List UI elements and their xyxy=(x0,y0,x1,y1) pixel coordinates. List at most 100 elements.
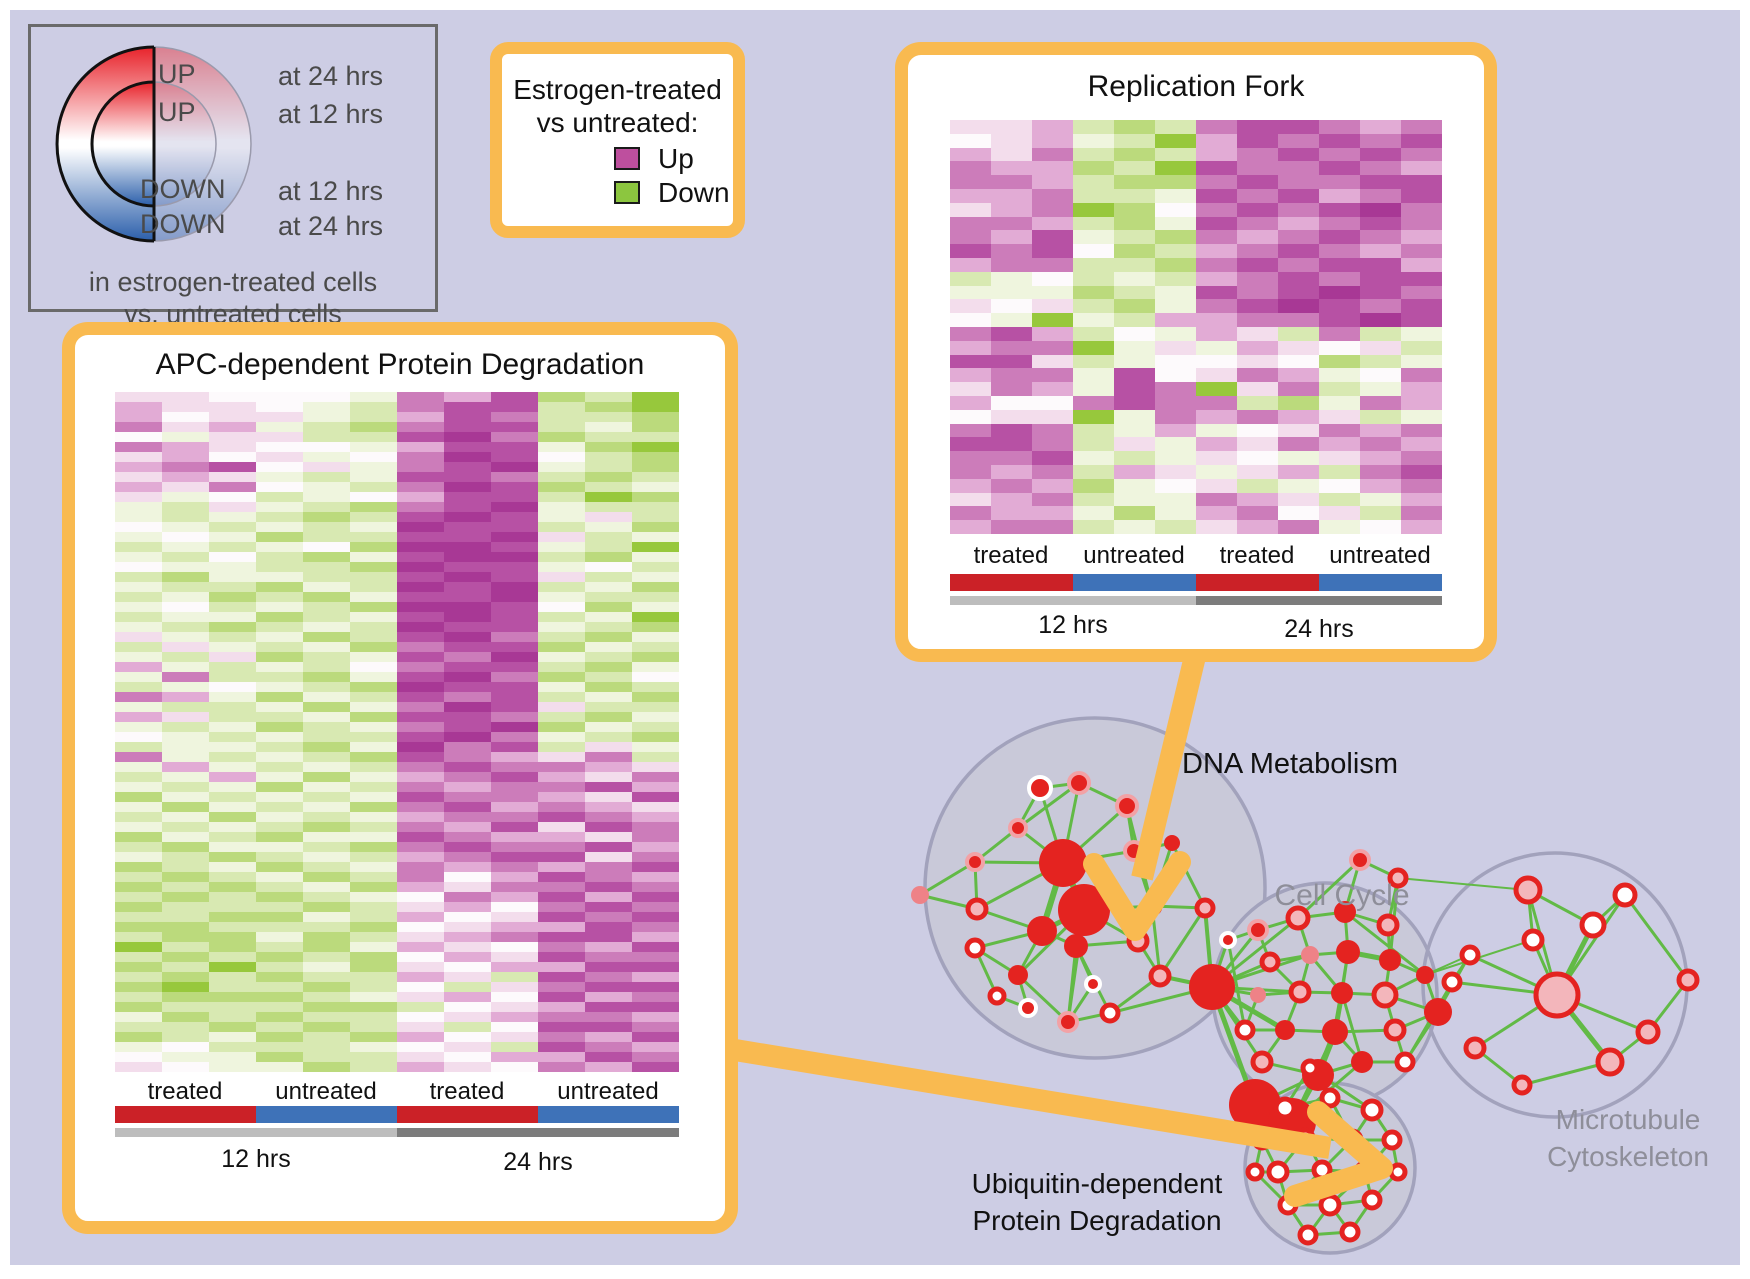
heatmap-cell xyxy=(162,752,209,762)
heatmap-cell xyxy=(397,1052,444,1062)
heatmap-cell xyxy=(397,932,444,942)
heatmap-cell xyxy=(491,942,538,952)
concentric-ring-legend-icon xyxy=(55,45,252,243)
heatmap-cell xyxy=(1237,492,1278,507)
gene-node-c20 xyxy=(1351,1051,1373,1073)
heatmap-cell xyxy=(585,702,632,712)
heatmap-cell xyxy=(1360,368,1401,383)
heatmap-cell xyxy=(1196,257,1237,272)
heatmap-cell xyxy=(444,982,491,992)
heatmap-cell xyxy=(1114,409,1155,424)
heatmap-cell xyxy=(1360,492,1401,507)
heatmap-cell xyxy=(538,392,585,402)
heatmap-cell xyxy=(162,572,209,582)
heatmap-cell xyxy=(991,354,1032,369)
heatmap-cell xyxy=(632,622,679,632)
heatmap-cell xyxy=(209,852,256,862)
heatmap-cell xyxy=(1237,423,1278,438)
heatmap-cell xyxy=(632,852,679,862)
heatmap-row xyxy=(115,772,679,782)
heatmap-cell xyxy=(397,852,444,862)
heatmap-cell xyxy=(115,902,162,912)
heatmap-cell xyxy=(115,652,162,662)
heatmap-cell xyxy=(1155,492,1196,507)
heatmap-cell xyxy=(1073,257,1114,272)
heatmap-cell xyxy=(1073,147,1114,162)
heatmap-cell xyxy=(256,672,303,682)
heatmap-cell xyxy=(491,1012,538,1022)
heatmap-cell xyxy=(256,422,303,432)
heatmap-cell xyxy=(444,952,491,962)
heatmap-cell xyxy=(444,682,491,692)
heatmap-cell xyxy=(303,422,350,432)
heatmap-cell xyxy=(444,1032,491,1042)
heatmap-cell xyxy=(115,1002,162,1012)
heatmap-row xyxy=(115,1002,679,1012)
heatmap-cell xyxy=(115,632,162,642)
heatmap-row xyxy=(115,972,679,982)
heatmap-cell xyxy=(209,572,256,582)
heatmap-row xyxy=(115,502,679,512)
heatmap-cell xyxy=(538,702,585,712)
heatmap-cell xyxy=(350,682,397,692)
heatmap-cell xyxy=(1401,354,1442,369)
heatmap-cell xyxy=(491,522,538,532)
heatmap-cell xyxy=(209,832,256,842)
heatmap-cell xyxy=(1073,175,1114,189)
heatmap-cell xyxy=(209,492,256,502)
heatmap-cell xyxy=(397,622,444,632)
heatmap-row xyxy=(115,602,679,612)
heatmap-cell xyxy=(585,1012,632,1022)
heatmap-cell xyxy=(397,742,444,752)
gene-node-u14 xyxy=(1339,1221,1361,1243)
heatmap-cell xyxy=(1073,382,1114,396)
heatmap-cell xyxy=(162,532,209,542)
gene-node-d8 xyxy=(1058,884,1110,936)
heatmap-cell xyxy=(1401,161,1442,176)
heatmap-row xyxy=(115,802,679,812)
heatmap-cell xyxy=(209,402,256,412)
heatmap-cell xyxy=(1155,437,1196,452)
heatmap-cell xyxy=(162,452,209,462)
heatmap-cell xyxy=(538,642,585,652)
heatmap-cell xyxy=(350,652,397,662)
heatmap-cell xyxy=(256,692,303,702)
heatmap-cell xyxy=(950,175,991,189)
heatmap-cell xyxy=(115,792,162,802)
heatmap-cell xyxy=(632,532,679,542)
heatmap-cell xyxy=(585,592,632,602)
heatmap-cell xyxy=(538,522,585,532)
heatmap-cell xyxy=(397,812,444,822)
heatmap-cell xyxy=(538,832,585,842)
heatmap-cell xyxy=(991,313,1032,327)
heatmap-cell xyxy=(991,409,1032,424)
heatmap-cell xyxy=(444,1062,491,1072)
heatmap-cell xyxy=(538,772,585,782)
heatmap-cell xyxy=(444,872,491,882)
rf-treated-bar-12 xyxy=(950,574,1073,591)
heatmap-cell xyxy=(209,412,256,422)
heatmap-cell xyxy=(115,512,162,522)
gene-node-t4 xyxy=(1533,971,1581,1019)
heatmap-cell xyxy=(1032,520,1073,534)
heatmap-cell xyxy=(1114,299,1155,314)
heatmap-row xyxy=(115,922,679,932)
heatmap-cell xyxy=(397,862,444,872)
heatmap-cell xyxy=(1237,368,1278,383)
heatmap-row xyxy=(950,313,1442,327)
heatmap-cell xyxy=(1401,506,1442,521)
heatmap-cell xyxy=(397,702,444,712)
heatmap-cell xyxy=(585,872,632,882)
heatmap-cell xyxy=(1073,299,1114,314)
heatmap-cell xyxy=(585,582,632,592)
heatmap-cell xyxy=(115,702,162,712)
heatmap-row xyxy=(115,812,679,822)
heatmap-row xyxy=(115,572,679,582)
heatmap-cell xyxy=(115,862,162,872)
heatmap-cell xyxy=(444,672,491,682)
gene-node-d23 xyxy=(1064,934,1088,958)
heatmap-cell xyxy=(538,482,585,492)
heatmap-cell xyxy=(162,492,209,502)
heatmap-cell xyxy=(303,522,350,532)
heatmap-cell xyxy=(350,622,397,632)
